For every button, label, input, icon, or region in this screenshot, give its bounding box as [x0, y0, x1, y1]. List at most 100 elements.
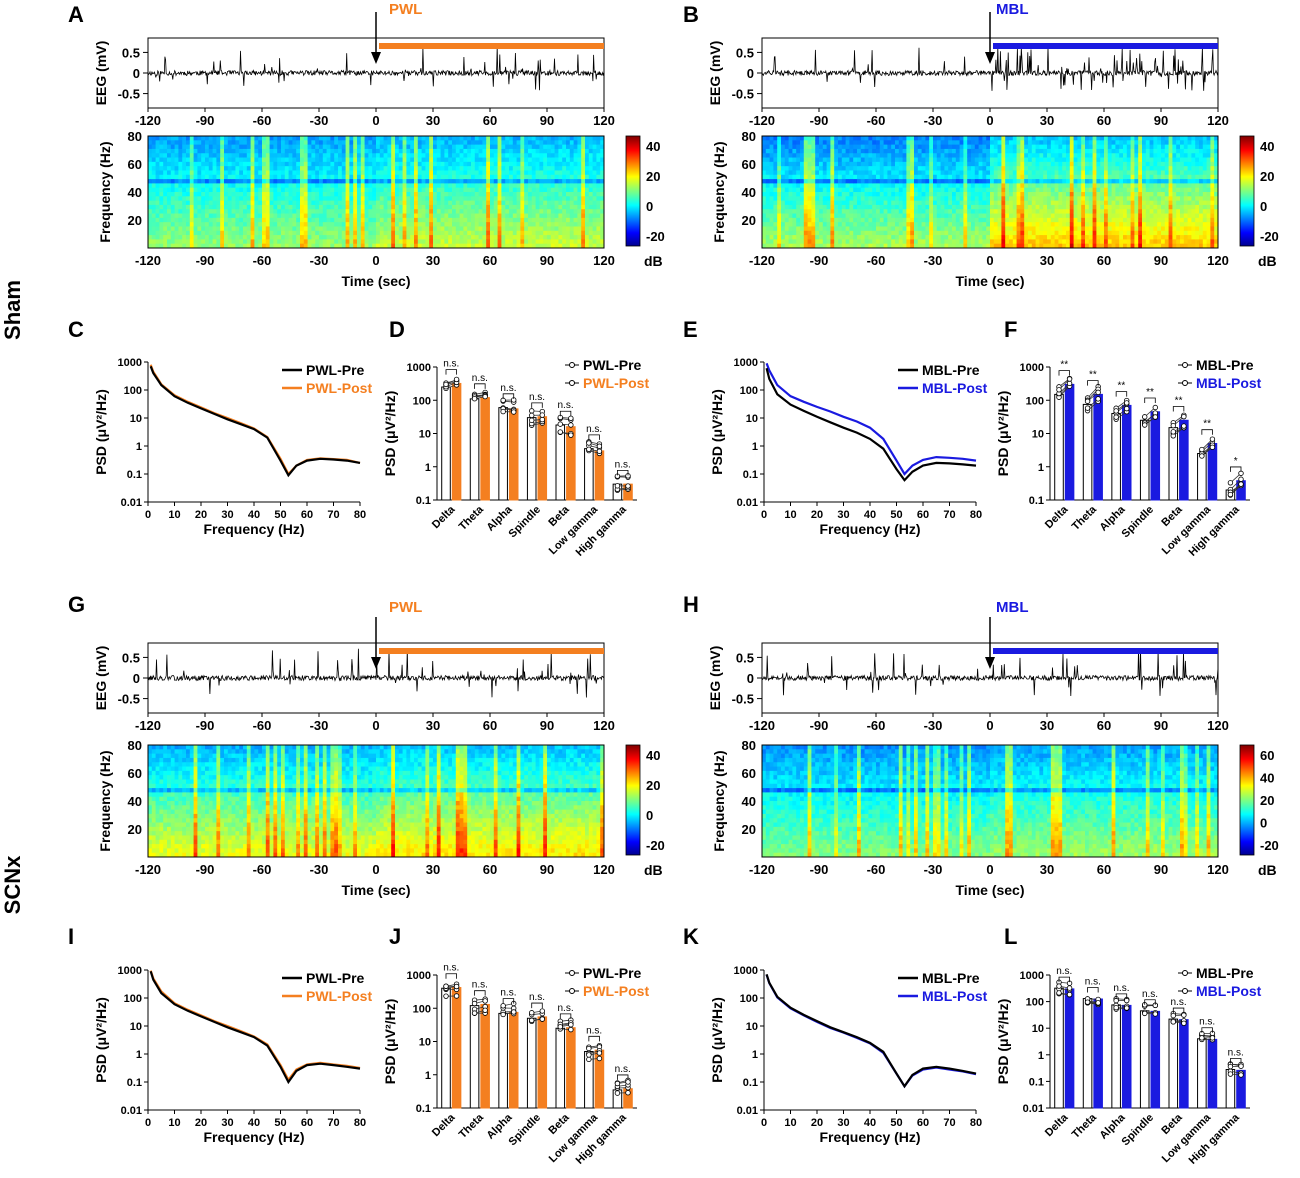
spectrogram-cell [357, 226, 362, 232]
spectrogram-cell [349, 222, 354, 227]
spectrogram-cell [155, 136, 160, 141]
spectrogram-cell [853, 187, 858, 193]
spectrogram-cell [167, 136, 172, 141]
spectrogram-cell [281, 235, 286, 240]
spectrogram-cell [830, 213, 835, 219]
spectrogram-cell [524, 243, 529, 249]
spectrogram-cell [402, 196, 407, 202]
spectrogram-cell [216, 217, 221, 223]
spectrogram-cell [379, 230, 384, 236]
spectrogram-cell [936, 187, 941, 193]
spectrogram-cell [269, 226, 274, 232]
spectrogram-cell [906, 239, 911, 245]
spectrogram-cell [326, 213, 331, 219]
spectrogram-cell [967, 153, 972, 158]
spectrogram-cell [986, 243, 991, 249]
spectrogram-cell [448, 161, 453, 167]
spectrogram-cell [940, 183, 945, 189]
spectrogram-cell [315, 230, 320, 236]
spectrogram-cell [921, 161, 926, 167]
spectrogram-cell [300, 192, 305, 197]
spectrogram-cell [307, 239, 312, 245]
spectrogram-cell [1012, 200, 1017, 206]
spectrogram-cell [224, 166, 229, 171]
spectrogram-cell [1001, 196, 1006, 202]
spectrogram-cell [585, 161, 590, 167]
spectrogram-cell [455, 166, 460, 171]
spectrogram-cell [322, 148, 327, 154]
spectrogram-cell [364, 157, 369, 163]
spectrogram-cell [834, 204, 839, 210]
spectrogram-cell [505, 213, 510, 219]
spectrogram-cell [467, 140, 472, 146]
spectrogram-cell [872, 217, 877, 223]
spectrogram-cell [936, 166, 941, 171]
spectrogram-cell [395, 204, 400, 210]
spectrogram-cell [868, 157, 873, 163]
spectrogram-cell [478, 140, 483, 146]
spectrogram-cell [891, 213, 896, 219]
spectrogram-cell [993, 213, 998, 219]
spectrogram-cell [410, 230, 415, 236]
spectrogram-cell [284, 174, 289, 180]
spectrogram-cell [471, 148, 476, 154]
spectrogram-cell [781, 222, 786, 227]
spectrogram-cell [811, 148, 816, 154]
spectrogram-cell [971, 166, 976, 171]
spectrogram-cell [948, 230, 953, 236]
spectrogram-cell [581, 243, 586, 249]
spectrogram-cell [765, 243, 770, 249]
spectrogram-cell [151, 196, 156, 202]
spectrogram-cell [265, 204, 270, 210]
spectrogram-cell [467, 174, 472, 180]
spectrogram-cell [566, 153, 571, 158]
spectrogram-cell [349, 170, 354, 176]
eeg-ytick-label: 0 [747, 66, 754, 81]
spectrogram-cell [433, 170, 438, 176]
spectrogram-cell [417, 148, 422, 154]
spectrogram-cell [201, 161, 206, 167]
spectrogram-cell [520, 144, 525, 150]
spectrogram-cell [826, 230, 831, 236]
spectrogram-cell [277, 200, 282, 206]
spectrogram-cell [917, 136, 922, 141]
spectrogram-cell [497, 144, 502, 150]
spectrogram-cell [788, 170, 793, 176]
spectrogram-cell [490, 200, 495, 206]
spectrogram-cell [406, 222, 411, 227]
spectrogram-cell [326, 153, 331, 158]
spectrogram-cell [391, 157, 396, 163]
spectrogram-cell [235, 217, 240, 223]
spectrogram-cell [588, 157, 593, 163]
spectrogram-cell [803, 222, 808, 227]
spectrogram-cell [512, 243, 517, 249]
spectrogram-cell [182, 187, 187, 193]
spectrogram-cell [769, 196, 774, 202]
spectrogram-cell [569, 148, 574, 154]
spectrogram-cell [819, 170, 824, 176]
spectrogram-cell [914, 187, 919, 193]
spectrogram-cell [189, 213, 194, 219]
spectrogram-cell [554, 226, 559, 232]
spectrogram-cell [914, 153, 919, 158]
spectrogram-cell [762, 161, 767, 167]
spectrogram-cell [490, 230, 495, 236]
spectrogram-cell [463, 153, 468, 158]
spectrogram-cell [235, 209, 240, 214]
spectrogram-cell [410, 157, 415, 163]
spectrogram-cell [940, 148, 945, 154]
spectrogram-cell [220, 204, 225, 210]
spectrogram-cell [364, 204, 369, 210]
spectrogram-cell [569, 183, 574, 189]
spectrogram-cell [402, 243, 407, 249]
spectrogram-cell [569, 140, 574, 146]
spectrogram-cell [940, 239, 945, 245]
spectrogram-cell [769, 144, 774, 150]
spectrogram-cell [520, 235, 525, 240]
spectrogram-cell [788, 179, 793, 184]
spectrogram-cell [368, 209, 373, 214]
spectrogram-cell [212, 144, 217, 150]
spectrogram-cell [296, 161, 301, 167]
spectrogram-cell [425, 144, 430, 150]
spectrogram-cell [376, 200, 381, 206]
